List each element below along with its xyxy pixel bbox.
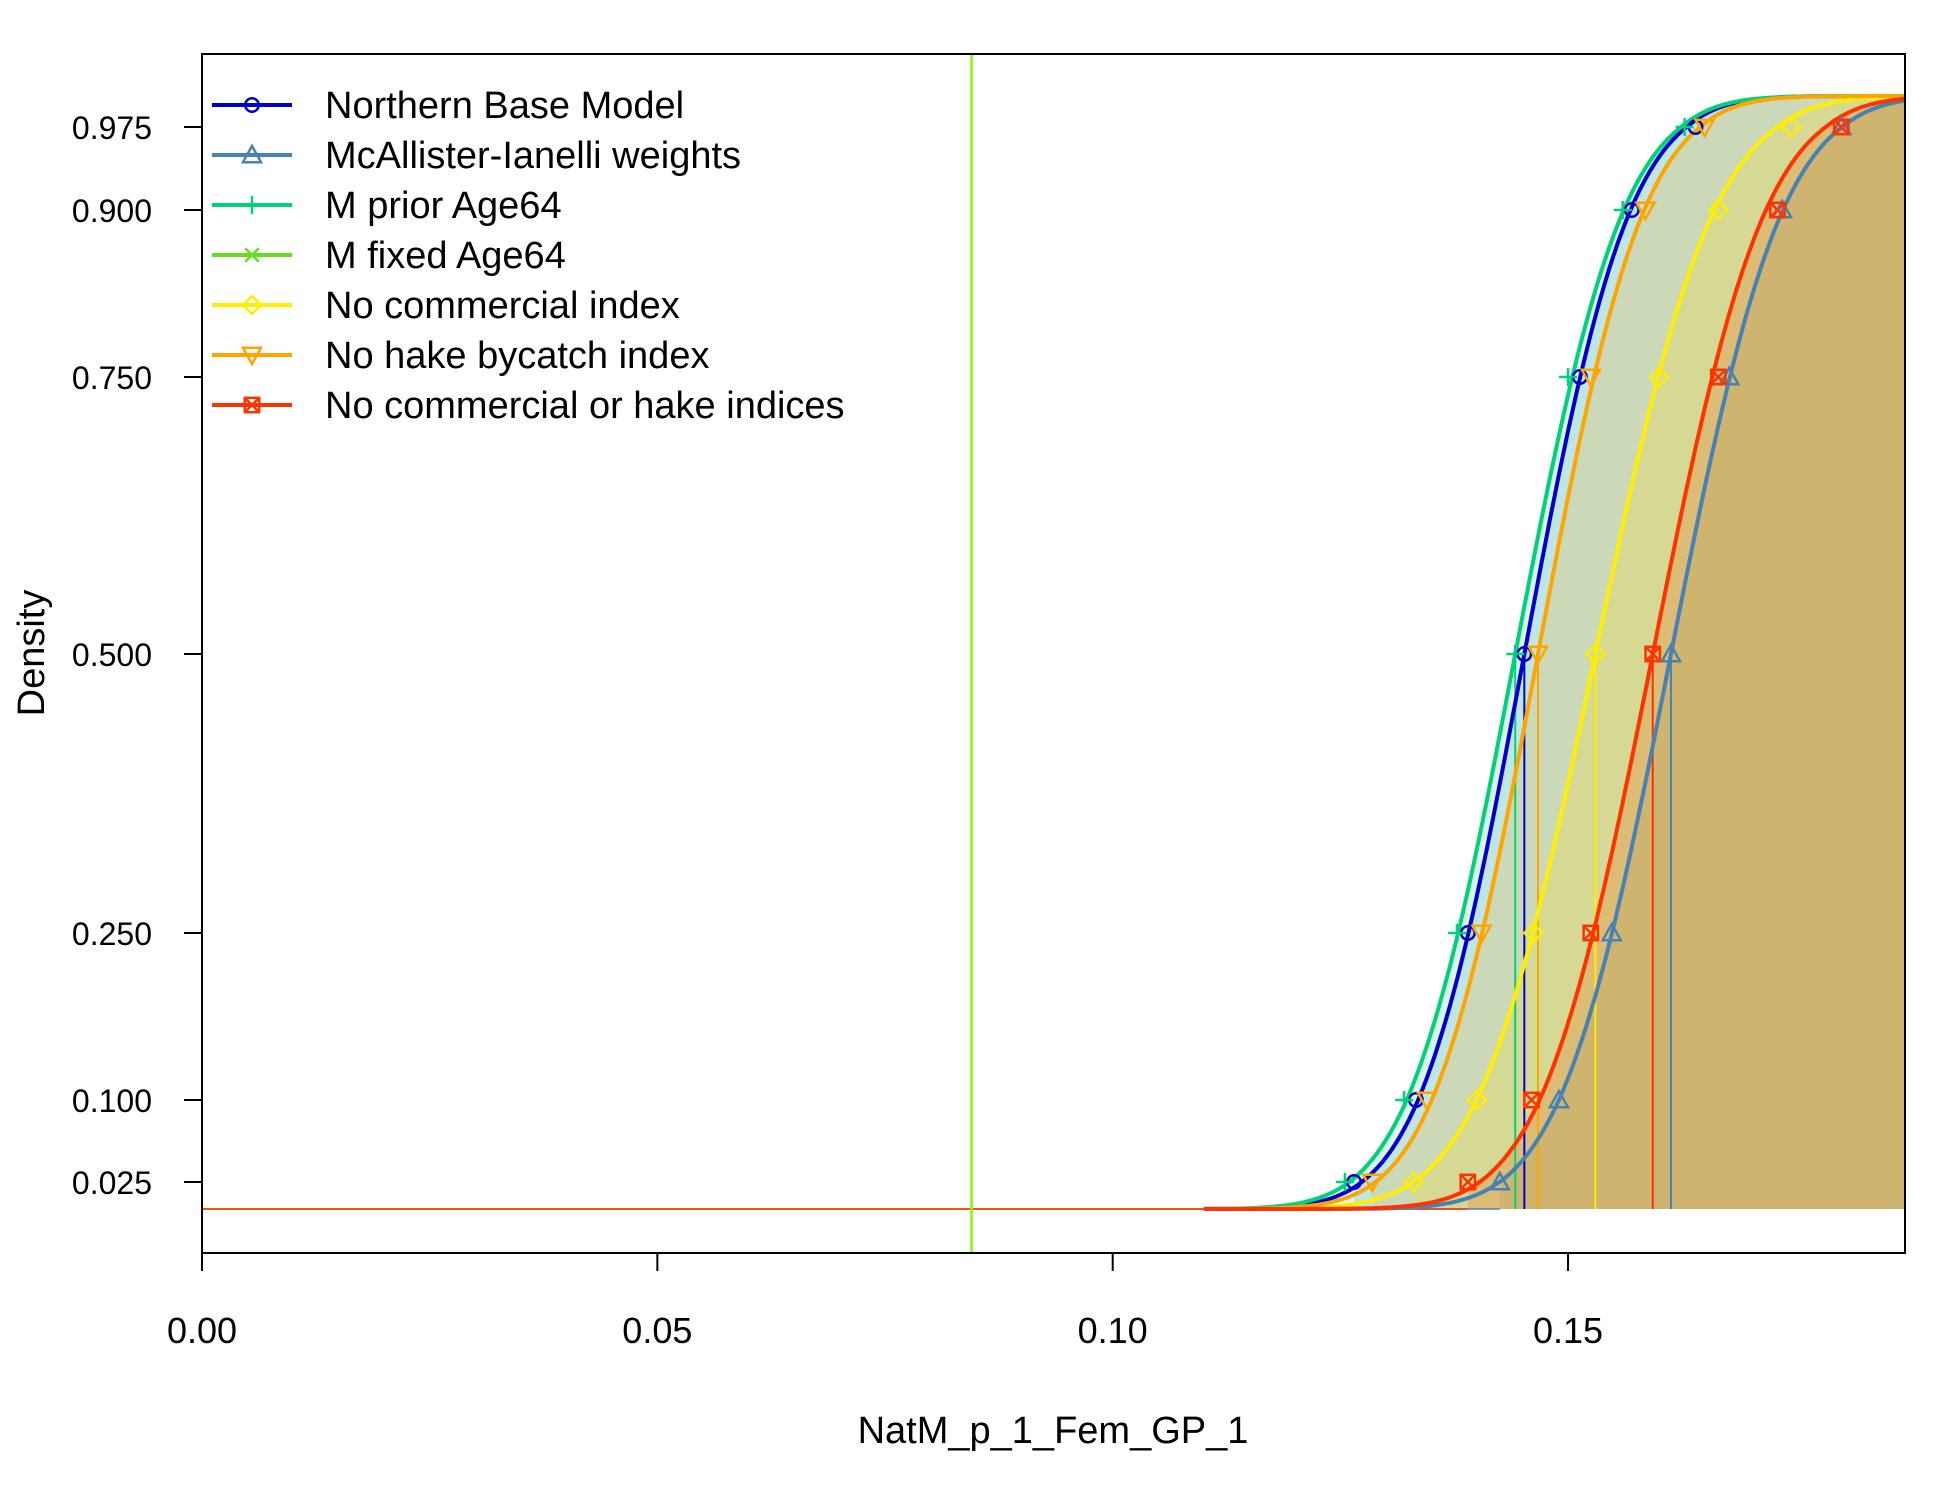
marker-1-1 xyxy=(1547,1088,1571,1109)
marker-5-5 xyxy=(1634,201,1657,222)
quantile-markers xyxy=(1335,115,1853,1194)
marker-6-1 xyxy=(1523,1091,1541,1109)
marker-2-5 xyxy=(1613,201,1632,219)
curve-5 xyxy=(1203,94,1905,1211)
marker-4-1 xyxy=(1466,1089,1488,1111)
legend-label: No commercial index xyxy=(325,285,680,327)
marker-2-1 xyxy=(1395,1091,1414,1109)
legend-label: M fixed Age64 xyxy=(325,235,566,277)
marker-2-3 xyxy=(1506,645,1525,663)
marker-1-3 xyxy=(1659,642,1683,663)
y-tick-label: 0.900 xyxy=(72,193,152,229)
legend-marker xyxy=(244,97,260,113)
x-axis-title: NatM_p_1_Fem_GP_1 xyxy=(858,1410,1249,1452)
legend-label: McAllister-Ianelli weights xyxy=(325,135,741,177)
marker-6-4 xyxy=(1709,368,1727,386)
y-axis-title: Density xyxy=(11,590,53,717)
legend-marker xyxy=(244,247,260,263)
legend-marker xyxy=(241,294,263,316)
y-tick-label: 0.975 xyxy=(72,110,152,146)
legend-item: No commercial or hake indices xyxy=(212,385,845,427)
marker-6-5 xyxy=(1769,201,1786,219)
fill-5 xyxy=(1372,96,1905,1209)
legend-item: No hake bycatch index xyxy=(212,335,709,377)
median-lines xyxy=(1514,654,1672,1209)
marker-2-2 xyxy=(1447,924,1466,942)
marker-2-6 xyxy=(1675,118,1694,136)
y-tick-label: 0.100 xyxy=(72,1083,152,1119)
marker-4-5 xyxy=(1707,199,1730,221)
legend-label: Northern Base Model xyxy=(325,85,684,127)
confidence-fills xyxy=(1344,96,1905,1210)
fill-0 xyxy=(1354,96,1905,1209)
marker-4-2 xyxy=(1522,922,1545,944)
marker-2-4 xyxy=(1559,368,1578,386)
x-tick-label: 0.05 xyxy=(622,1310,692,1351)
marker-4-3 xyxy=(1584,643,1607,665)
marker-6-6 xyxy=(1832,118,1850,136)
marker-1-0 xyxy=(1488,1170,1511,1191)
marker-5-2 xyxy=(1470,924,1493,945)
legend-marker xyxy=(240,143,264,164)
marker-1-2 xyxy=(1600,921,1623,942)
marker-2-0 xyxy=(1335,1173,1354,1191)
legend: Northern Base Model McAllister-Ianelli we… xyxy=(212,85,845,427)
x-tick-label: 0.00 xyxy=(167,1310,237,1351)
legend-item: No commercial index xyxy=(212,285,680,327)
legend-item: Northern Base Model xyxy=(212,85,684,127)
legend-label: No commercial or hake indices xyxy=(325,385,845,427)
x-tick-label: 0.10 xyxy=(1078,1310,1148,1351)
legend-label: No hake bycatch index xyxy=(325,335,709,377)
marker-5-3 xyxy=(1526,645,1550,666)
x-axis: 0.00 0.05 0.10 0.15 xyxy=(167,1252,1603,1351)
marker-4-4 xyxy=(1648,366,1670,388)
legend-marker xyxy=(240,346,264,367)
marker-6-3 xyxy=(1644,645,1662,663)
curve-6 xyxy=(1203,96,1906,1211)
marker-4-6 xyxy=(1780,116,1802,138)
fill-6 xyxy=(1467,98,1905,1210)
y-tick-label: 0.250 xyxy=(72,916,152,952)
fill-1 xyxy=(1499,100,1905,1210)
fill-2 xyxy=(1344,96,1905,1209)
legend-item: M fixed Age64 xyxy=(212,235,566,277)
y-axis: 0.025 0.100 0.250 0.500 0.750 0.900 0.975 xyxy=(72,110,202,1201)
marker-5-0 xyxy=(1361,1173,1384,1194)
marker-6-0 xyxy=(1459,1173,1477,1191)
marker-6-2 xyxy=(1582,924,1600,942)
y-tick-label: 0.750 xyxy=(72,360,152,396)
y-tick-label: 0.025 xyxy=(72,1165,152,1201)
marker-5-4 xyxy=(1579,368,1602,389)
legend-marker xyxy=(243,196,261,214)
y-tick-label: 0.500 xyxy=(72,637,152,673)
legend-item: McAllister-Ianelli weights xyxy=(212,135,741,177)
x-tick-label: 0.15 xyxy=(1533,1310,1603,1351)
marker-4-0 xyxy=(1402,1171,1424,1193)
legend-item: M prior Age64 xyxy=(212,185,562,227)
marker-5-6 xyxy=(1693,118,1716,139)
marker-5-1 xyxy=(1415,1091,1439,1112)
legend-marker xyxy=(243,396,261,414)
legend-label: M prior Age64 xyxy=(325,185,562,227)
